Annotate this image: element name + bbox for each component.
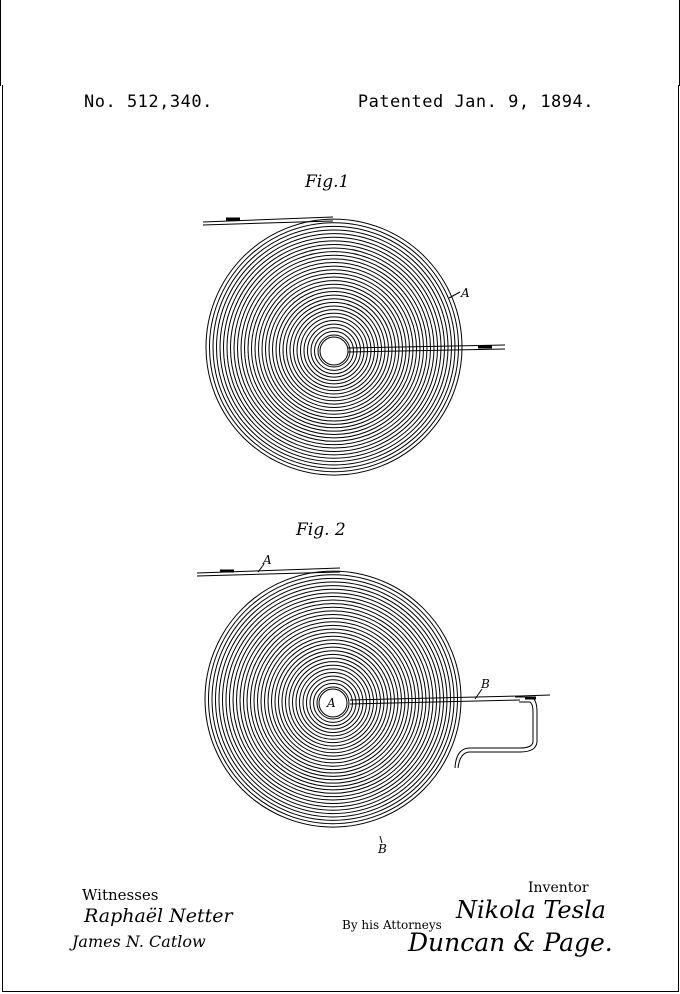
coil-turn xyxy=(237,251,431,446)
coil-turn xyxy=(211,577,455,821)
witness-signature-2: James N. Catlow xyxy=(72,932,206,951)
fig1-reference-a: A xyxy=(460,286,470,300)
coil-turn xyxy=(243,610,423,791)
fig1-coil xyxy=(205,218,463,476)
coil-turn xyxy=(229,595,437,804)
coil-turn xyxy=(261,276,407,422)
coil-turn xyxy=(286,301,382,398)
coil-turn xyxy=(295,664,371,740)
coil-turn xyxy=(215,581,451,818)
coil-turn xyxy=(288,657,378,747)
page-frame xyxy=(2,85,679,992)
coil-turn xyxy=(275,291,393,409)
fig2-reference-a-top: A xyxy=(262,553,272,567)
coil-turn xyxy=(281,650,385,754)
coil-turn xyxy=(246,614,420,788)
coil-turn xyxy=(282,298,386,402)
coil-turn xyxy=(265,280,403,419)
coil-turn xyxy=(239,606,427,794)
left-border-top xyxy=(0,0,3,86)
coil-turn xyxy=(240,254,428,442)
coil-turn xyxy=(226,240,442,456)
coil-turn xyxy=(251,265,417,432)
coil-turn xyxy=(233,247,435,449)
fig1-label: Fig.1 xyxy=(305,172,350,192)
coil-turn xyxy=(204,570,462,828)
coil-turn xyxy=(313,682,353,723)
coil-turn xyxy=(303,320,365,382)
coil-turn xyxy=(309,679,357,727)
coil-turn xyxy=(285,653,381,750)
coil-turn xyxy=(314,330,354,371)
coil-turn xyxy=(307,323,361,378)
fig1-outer-lead xyxy=(202,216,334,226)
fig2-leader-a-top xyxy=(257,563,265,573)
coil-turn xyxy=(244,258,424,439)
coil-turn xyxy=(292,661,374,744)
fig2-coil xyxy=(204,570,462,828)
coil-turn xyxy=(253,621,413,781)
coil-turn xyxy=(222,588,444,811)
coil-turn xyxy=(209,222,459,473)
coil-turn xyxy=(230,243,438,452)
coil-turn xyxy=(272,287,396,412)
coil-center xyxy=(319,336,349,366)
coil-turn xyxy=(205,218,463,476)
coil-turn xyxy=(293,309,375,392)
fig2-reference-a-center: A xyxy=(326,696,336,710)
coil-turn xyxy=(257,624,409,777)
coil-turn xyxy=(219,233,449,463)
by-his-attorneys-label: By his Attorneys xyxy=(342,918,442,932)
witness-signature-1: Raphaël Netter xyxy=(84,905,233,927)
fig2-reference-b-bottom: B xyxy=(377,842,387,856)
inventor-signature: Nikola Tesla xyxy=(456,896,606,924)
fig2-leader-b-right xyxy=(474,688,483,700)
attorneys-signature: Duncan & Page. xyxy=(408,928,613,957)
coil-turn xyxy=(218,585,448,815)
fig2-reference-b-right: B xyxy=(480,677,490,691)
coil-turn xyxy=(271,639,395,764)
coil-turn xyxy=(299,668,367,737)
patent-date: Patented Jan. 9, 1894. xyxy=(357,92,594,112)
coil-turn xyxy=(254,269,414,429)
coil-turn xyxy=(212,225,456,469)
coil-turn xyxy=(289,305,379,395)
coil-turn xyxy=(310,327,358,375)
fig2-outer-lead xyxy=(196,567,341,577)
coil-turn xyxy=(236,603,430,798)
coil-turn xyxy=(274,643,392,761)
fig2-label: Fig. 2 xyxy=(296,520,346,540)
fig2-leader-b-bottom xyxy=(379,835,383,844)
coil-turn xyxy=(232,599,434,801)
coil-turn xyxy=(317,334,351,368)
coil-turn xyxy=(268,283,400,415)
coil-turn xyxy=(223,236,445,459)
coil-turn xyxy=(247,262,421,436)
coil-turn xyxy=(216,229,452,466)
patent-number: No. 512,340. xyxy=(84,92,213,112)
coil-turn xyxy=(208,574,458,825)
coil-turn xyxy=(267,635,399,767)
coil-turn xyxy=(279,294,389,405)
fig2-inner-lead xyxy=(349,694,551,769)
inventor-label: Inventor xyxy=(528,880,589,896)
coil-turn xyxy=(225,592,441,808)
coil-turn xyxy=(260,628,406,774)
coil-turn xyxy=(306,675,360,730)
coil-turn xyxy=(278,646,388,757)
fig1-inner-lead xyxy=(347,344,506,353)
coil-turn xyxy=(302,672,364,734)
coil-turn xyxy=(250,617,416,784)
witnesses-label: Witnesses xyxy=(82,886,159,904)
coil-turn xyxy=(300,316,368,385)
coil-turn xyxy=(296,312,372,388)
fig1-leader-a xyxy=(448,291,461,299)
coil-turn xyxy=(316,686,350,720)
coil-turn xyxy=(264,632,402,771)
coil-center xyxy=(318,688,348,718)
coil-turn xyxy=(258,272,410,425)
